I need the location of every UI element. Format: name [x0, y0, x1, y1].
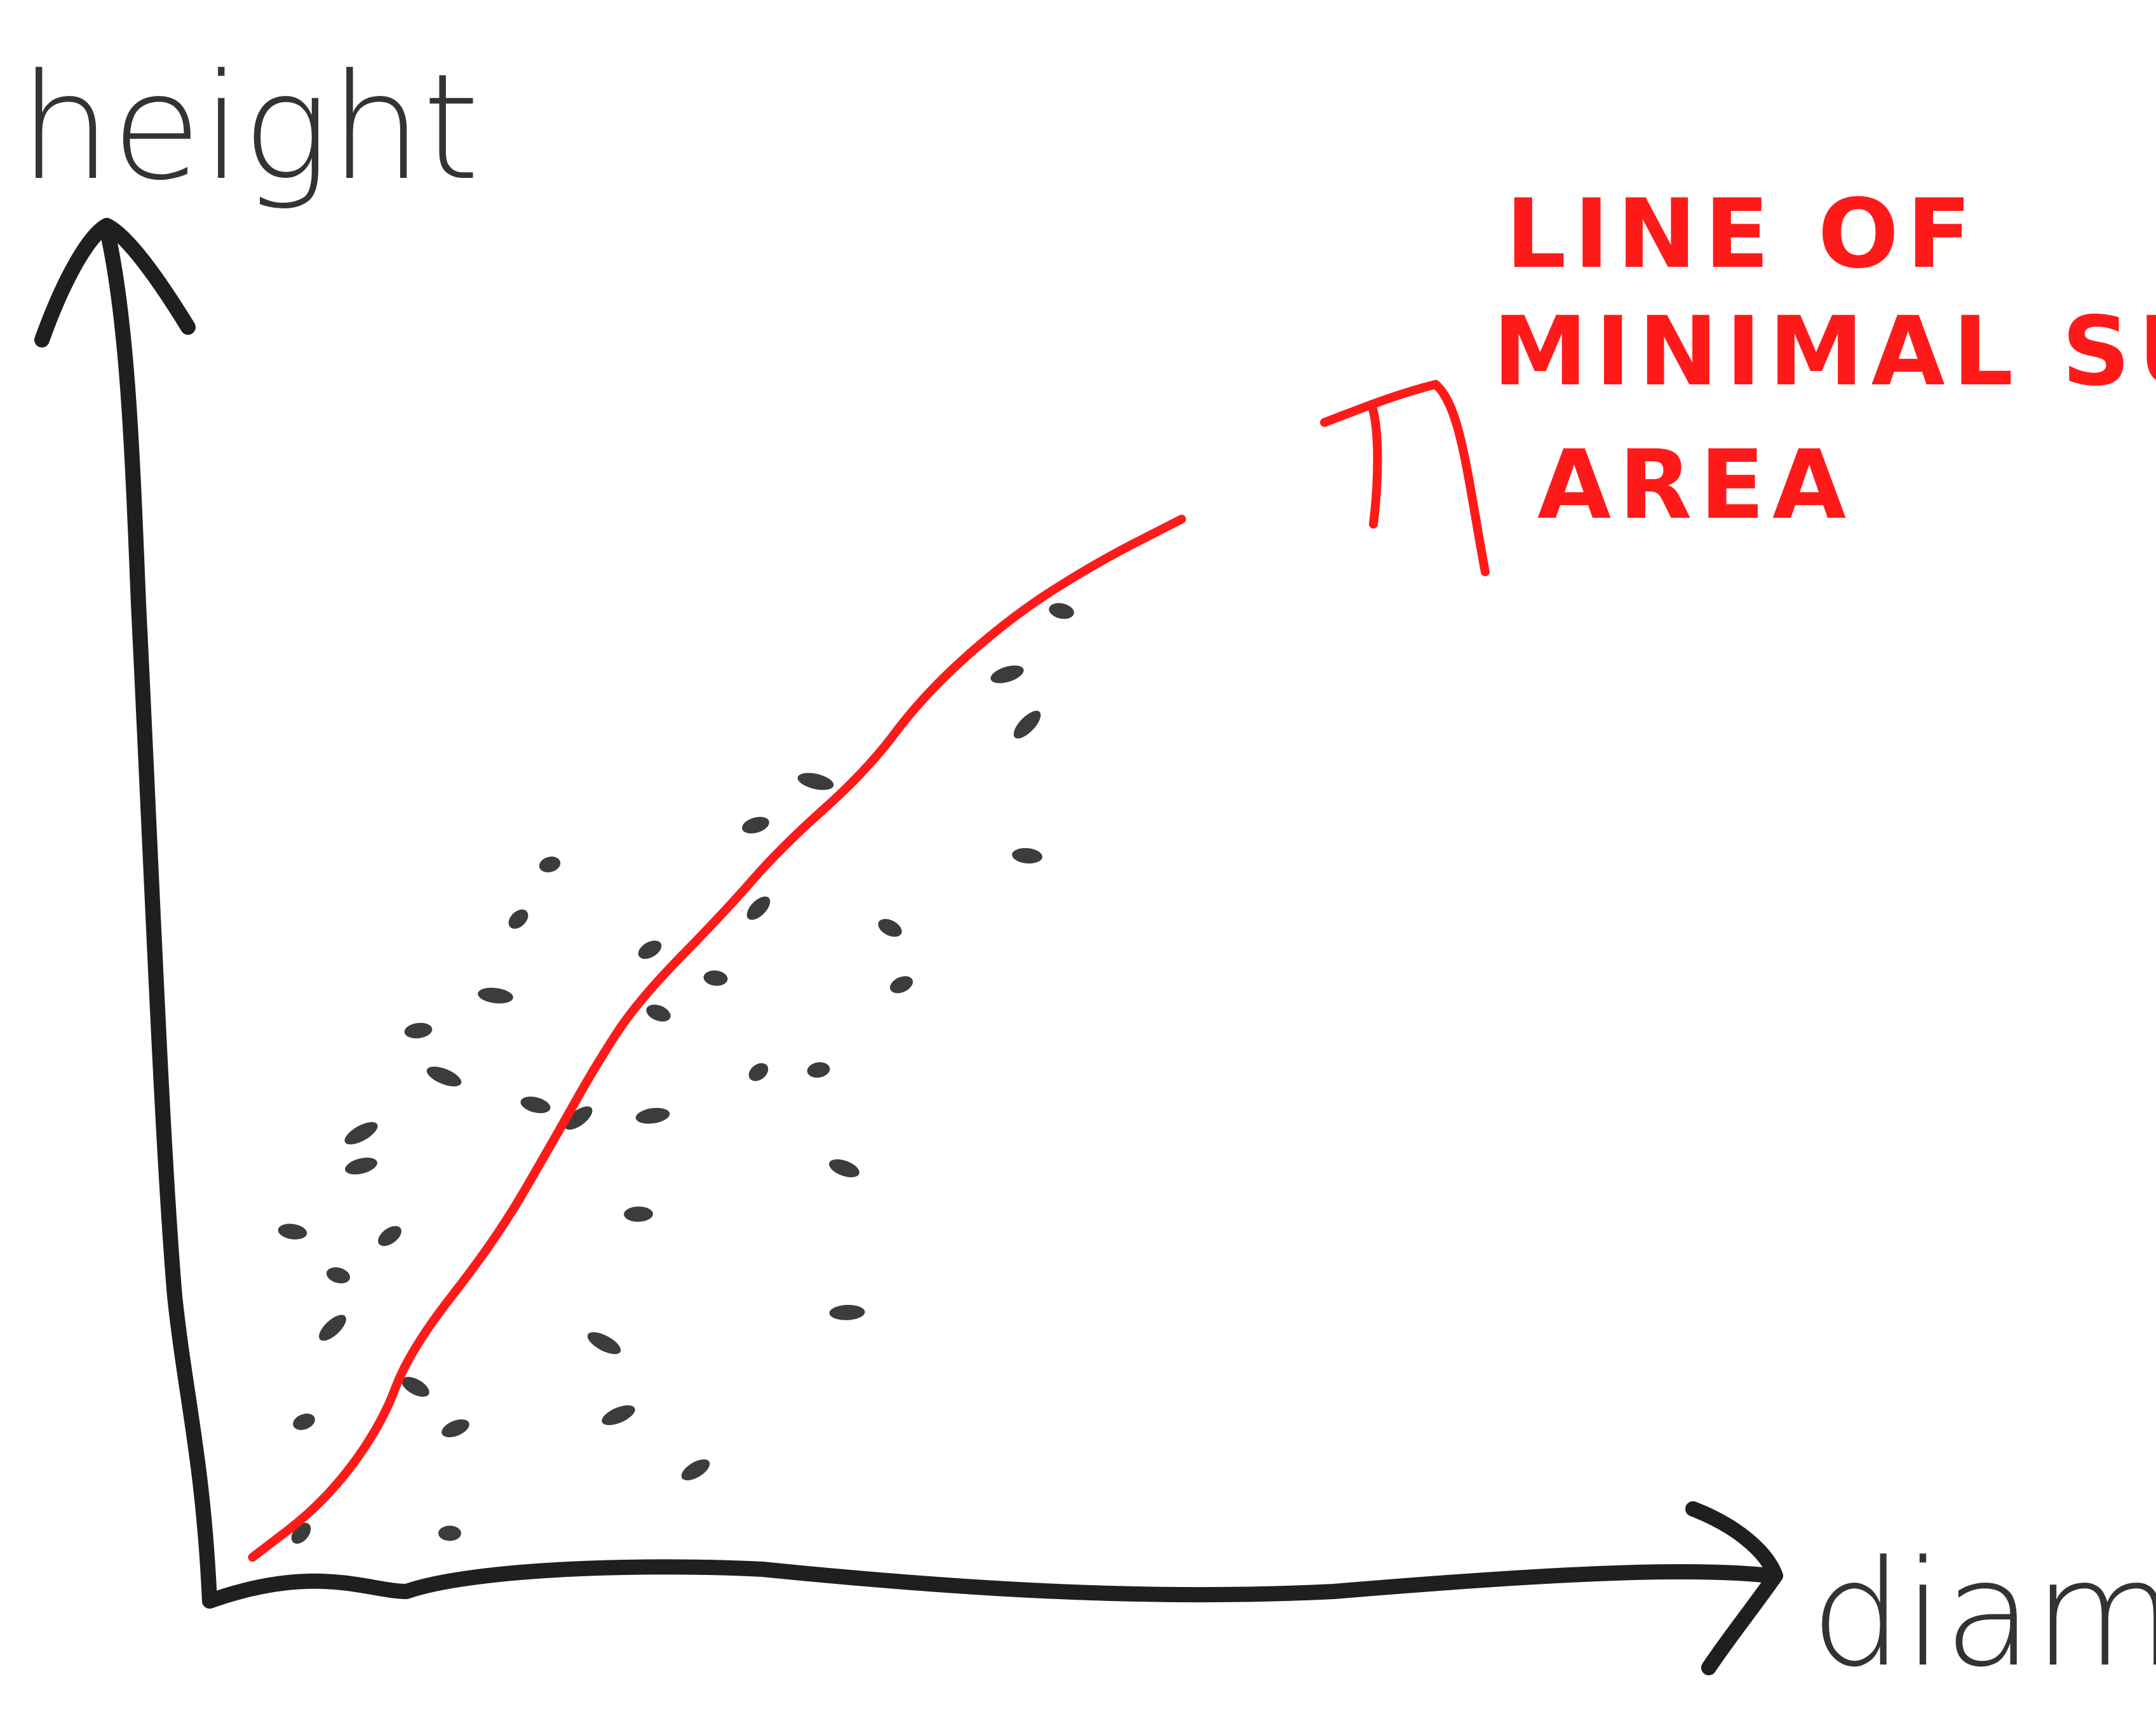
- data-point: [681, 1459, 710, 1481]
- data-point: [293, 1413, 315, 1430]
- data-point: [746, 896, 771, 920]
- data-point: [438, 1525, 461, 1541]
- data-point: [564, 1106, 593, 1130]
- data-point: [401, 1377, 429, 1397]
- data-point: [889, 976, 913, 994]
- trend-layer: [248, 515, 1186, 1562]
- data-point: [539, 856, 561, 873]
- data-point: [635, 1107, 670, 1124]
- y-axis-label: height: [19, 43, 480, 213]
- data-point: [508, 909, 529, 929]
- points-layer: [278, 603, 1074, 1544]
- data-point: [278, 1224, 307, 1240]
- data-point: [638, 940, 662, 959]
- data-point: [878, 919, 902, 937]
- data-point: [378, 1226, 401, 1246]
- y-axis-line: [99, 221, 217, 1609]
- data-point: [742, 816, 769, 834]
- data-point: [646, 1004, 671, 1022]
- data-point: [1012, 848, 1042, 864]
- data-point: [624, 1206, 653, 1222]
- data-point: [829, 1304, 865, 1320]
- trend-line: [248, 515, 1186, 1562]
- data-point: [587, 1332, 621, 1354]
- data-point: [326, 1267, 351, 1283]
- annotation-arrow-tail: [1368, 402, 1382, 529]
- data-point: [404, 1022, 433, 1039]
- x-axis-label: diameter: [1810, 1530, 2156, 1699]
- annotation-line-2: MINIMAL SURFACE: [1493, 297, 2156, 407]
- data-point: [441, 1419, 469, 1438]
- data-point: [807, 1062, 830, 1078]
- data-point: [426, 1066, 462, 1086]
- data-point: [319, 1314, 346, 1341]
- data-point: [703, 970, 728, 986]
- y-axis-arrowhead: [34, 218, 196, 348]
- annotation-text: LINE OF MINIMAL SURFACE AREA: [1493, 179, 2156, 541]
- data-point: [797, 773, 834, 790]
- data-point: [1049, 603, 1074, 619]
- data-point: [344, 1122, 378, 1145]
- annotation-line-3: AREA: [1537, 430, 1854, 541]
- x-axis-line: [202, 1559, 1777, 1609]
- annotation-line-1: LINE OF: [1506, 179, 1979, 290]
- x-axis-arrowhead: [1685, 1501, 1783, 1675]
- data-point: [829, 1159, 859, 1178]
- data-point: [990, 665, 1024, 684]
- data-point: [602, 1405, 635, 1426]
- data-point: [1013, 710, 1041, 739]
- data-point: [478, 987, 513, 1004]
- annotation-arrow: [1320, 380, 1490, 576]
- data-point: [748, 1063, 769, 1081]
- data-point: [520, 1097, 551, 1114]
- data-point: [345, 1158, 377, 1175]
